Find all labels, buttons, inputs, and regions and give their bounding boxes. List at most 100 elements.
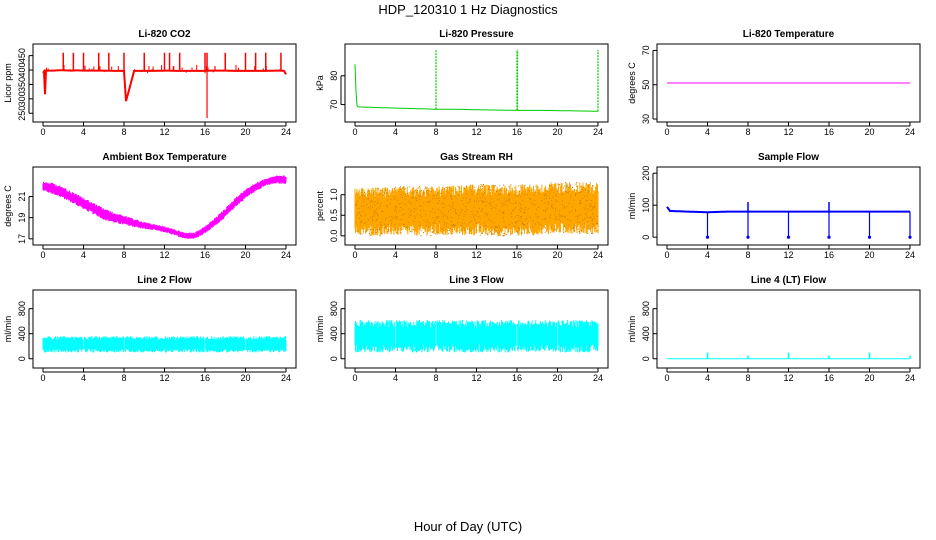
x-tick-label: 12 bbox=[471, 250, 481, 260]
x-tick-label: 24 bbox=[593, 373, 603, 383]
y-tick-label: 800 bbox=[641, 301, 651, 316]
y-axis-label: Licor ppm bbox=[3, 63, 13, 103]
series-line-1 bbox=[42, 68, 287, 102]
x-tick-label: 12 bbox=[471, 127, 481, 137]
y-tick-label: 80 bbox=[329, 71, 339, 81]
y-tick-label: 200 bbox=[641, 166, 651, 181]
y-axis-label: ml/min bbox=[627, 193, 637, 220]
panel-title: Sample Flow bbox=[758, 152, 819, 163]
y-axis-label: degrees C bbox=[627, 62, 637, 104]
series-band bbox=[354, 182, 599, 236]
panel-title: Li-820 CO2 bbox=[138, 29, 191, 40]
x-tick-label: 24 bbox=[281, 373, 291, 383]
x-tick-label: 4 bbox=[81, 373, 86, 383]
x-tick-label: 24 bbox=[905, 373, 915, 383]
y-tick-label: 70 bbox=[641, 45, 651, 55]
y-tick-label: 0 bbox=[329, 356, 339, 361]
y-tick-label: 0.0 bbox=[329, 230, 339, 243]
y-tick-label: 0.5 bbox=[329, 209, 339, 222]
series-band bbox=[42, 336, 287, 353]
dip-point bbox=[786, 235, 791, 239]
figure-x-axis-label: Hour of Day (UTC) bbox=[414, 519, 522, 534]
x-tick-label: 20 bbox=[552, 373, 562, 383]
x-tick-label: 16 bbox=[824, 373, 834, 383]
y-tick-label: 300 bbox=[17, 91, 27, 106]
y-tick-label: 800 bbox=[17, 301, 27, 316]
y-tick-label: 17 bbox=[17, 234, 27, 244]
x-tick-label: 12 bbox=[159, 127, 169, 137]
dip-point bbox=[827, 235, 831, 239]
x-tick-label: 12 bbox=[159, 373, 169, 383]
x-tick-label: 8 bbox=[433, 373, 438, 383]
x-tick-label: 8 bbox=[121, 373, 126, 383]
y-tick-label: 400 bbox=[17, 63, 27, 78]
x-tick-label: 4 bbox=[705, 127, 710, 137]
y-tick-label: 0 bbox=[641, 356, 651, 361]
x-tick-label: 12 bbox=[159, 250, 169, 260]
y-tick-label: 19 bbox=[17, 213, 27, 223]
x-tick-label: 12 bbox=[471, 373, 481, 383]
x-tick-label: 4 bbox=[705, 373, 710, 383]
panel-title: Line 4 (LT) Flow bbox=[751, 275, 827, 286]
x-tick-label: 0 bbox=[40, 127, 45, 137]
y-tick-label: 100 bbox=[641, 198, 651, 213]
dip-point bbox=[908, 235, 912, 239]
x-tick-label: 20 bbox=[240, 250, 250, 260]
series-band bbox=[354, 319, 599, 353]
x-tick-label: 16 bbox=[200, 250, 210, 260]
x-tick-label: 8 bbox=[745, 250, 750, 260]
x-tick-label: 0 bbox=[664, 373, 669, 383]
y-tick-label: 1.0 bbox=[329, 188, 339, 201]
y-axis-label: ml/min bbox=[627, 316, 637, 343]
y-tick-label: 350 bbox=[17, 77, 27, 92]
y-tick-label: 70 bbox=[329, 100, 339, 110]
dip-point bbox=[867, 235, 872, 239]
x-tick-label: 0 bbox=[664, 127, 669, 137]
panel-title: Line 3 Flow bbox=[449, 275, 504, 286]
y-axis-label: percent bbox=[315, 190, 325, 221]
panel-5: Gas Stream RH percent 0 4 8 12 16 20 24 0.0 0.5 1.0 bbox=[315, 152, 609, 260]
x-tick-label: 12 bbox=[783, 250, 793, 260]
x-tick-label: 12 bbox=[783, 373, 793, 383]
x-tick-label: 8 bbox=[745, 127, 750, 137]
x-tick-label: 4 bbox=[81, 250, 86, 260]
x-tick-label: 8 bbox=[121, 127, 126, 137]
y-axis-label: kPa bbox=[315, 75, 325, 91]
x-tick-label: 0 bbox=[40, 373, 45, 383]
x-tick-label: 20 bbox=[552, 250, 562, 260]
x-tick-label: 20 bbox=[864, 250, 874, 260]
y-tick-label: 400 bbox=[329, 326, 339, 341]
y-tick-label: 0 bbox=[641, 235, 651, 240]
x-tick-label: 0 bbox=[40, 250, 45, 260]
x-tick-label: 4 bbox=[393, 127, 398, 137]
dip-point bbox=[746, 235, 750, 239]
y-axis-label: degrees C bbox=[3, 185, 13, 227]
x-tick-label: 24 bbox=[281, 250, 291, 260]
x-tick-label: 16 bbox=[824, 250, 834, 260]
x-tick-label: 12 bbox=[783, 127, 793, 137]
panel-title: Li-820 Temperature bbox=[743, 29, 835, 40]
x-tick-label: 4 bbox=[393, 373, 398, 383]
x-tick-label: 0 bbox=[352, 127, 357, 137]
y-tick-label: 400 bbox=[17, 326, 27, 341]
y-tick-label: 450 bbox=[17, 48, 27, 63]
panel-3: Li-820 Temperature degrees C 0 4 8 12 16 20 24 30… bbox=[627, 29, 921, 137]
panel-title: Line 2 Flow bbox=[137, 275, 192, 286]
x-tick-label: 8 bbox=[433, 250, 438, 260]
x-tick-label: 0 bbox=[352, 373, 357, 383]
x-tick-label: 16 bbox=[200, 127, 210, 137]
x-tick-label: 4 bbox=[705, 250, 710, 260]
panel-9: Line 4 (LT) Flow ml/min 0 4 8 12 16 20 24 0 400 800 bbox=[627, 275, 921, 383]
x-tick-label: 24 bbox=[593, 127, 603, 137]
y-tick-label: 21 bbox=[17, 191, 27, 201]
x-tick-label: 0 bbox=[664, 250, 669, 260]
x-tick-label: 8 bbox=[121, 250, 126, 260]
panel-title: Ambient Box Temperature bbox=[102, 152, 227, 163]
x-tick-label: 20 bbox=[864, 127, 874, 137]
x-tick-label: 20 bbox=[864, 373, 874, 383]
x-tick-label: 20 bbox=[552, 127, 562, 137]
x-tick-label: 0 bbox=[352, 250, 357, 260]
panel-title: Li-820 Pressure bbox=[439, 29, 514, 40]
x-tick-label: 16 bbox=[824, 127, 834, 137]
